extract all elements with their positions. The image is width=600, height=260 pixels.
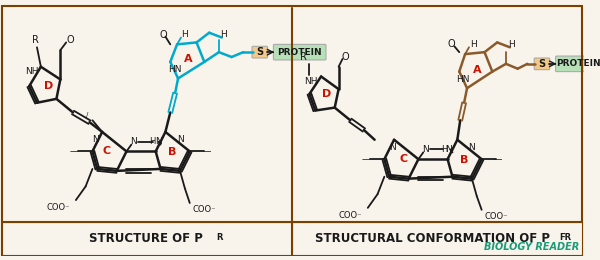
Text: H: H xyxy=(149,137,156,146)
Text: N: N xyxy=(130,137,137,146)
Bar xyxy=(292,223,582,255)
Text: N: N xyxy=(422,145,428,154)
Text: N: N xyxy=(445,145,452,154)
Text: B: B xyxy=(168,147,176,157)
Bar xyxy=(2,223,292,255)
Text: D: D xyxy=(322,89,332,99)
Text: —: — xyxy=(70,147,78,156)
Text: O: O xyxy=(66,35,74,45)
Text: COO⁻: COO⁻ xyxy=(47,203,70,212)
Text: H: H xyxy=(470,40,477,49)
Text: STRUCTURE OF P: STRUCTURE OF P xyxy=(89,231,203,244)
Text: C: C xyxy=(400,154,408,164)
Text: O: O xyxy=(448,39,455,49)
Text: —: — xyxy=(203,147,211,156)
Text: FR: FR xyxy=(559,233,572,242)
Text: S: S xyxy=(256,47,263,57)
Text: NH: NH xyxy=(25,67,39,76)
Text: R: R xyxy=(216,233,223,242)
Text: H: H xyxy=(508,40,515,49)
Text: BIOLOGY READER: BIOLOGY READER xyxy=(484,242,579,252)
Text: N: N xyxy=(155,137,162,146)
FancyBboxPatch shape xyxy=(556,56,600,72)
Text: O: O xyxy=(341,52,349,62)
Text: A: A xyxy=(184,54,192,64)
Text: H: H xyxy=(442,145,448,154)
Text: O: O xyxy=(160,30,167,40)
Text: PROTEIN: PROTEIN xyxy=(277,48,322,57)
Text: C: C xyxy=(103,146,111,157)
Text: N: N xyxy=(469,143,475,152)
FancyBboxPatch shape xyxy=(274,44,326,60)
Text: D: D xyxy=(44,81,53,91)
FancyBboxPatch shape xyxy=(252,46,268,58)
Text: A: A xyxy=(472,65,481,75)
Text: COO⁻: COO⁻ xyxy=(484,212,508,221)
Text: COO⁻: COO⁻ xyxy=(338,211,362,220)
Text: R: R xyxy=(300,52,307,62)
Text: B: B xyxy=(460,155,469,165)
Text: H: H xyxy=(220,30,227,39)
Text: R: R xyxy=(32,35,38,45)
Text: N: N xyxy=(176,135,184,144)
Text: PROTEIN: PROTEIN xyxy=(556,59,600,68)
Text: N: N xyxy=(389,143,395,152)
Text: /: / xyxy=(86,112,89,118)
Text: NH: NH xyxy=(305,77,318,86)
Text: HN: HN xyxy=(457,75,470,84)
FancyBboxPatch shape xyxy=(534,58,550,70)
Text: N: N xyxy=(92,135,99,144)
Text: —: — xyxy=(362,155,370,164)
Text: COO⁻: COO⁻ xyxy=(193,205,216,214)
Text: —: — xyxy=(494,155,502,164)
Text: H: H xyxy=(181,30,188,39)
Text: HN: HN xyxy=(169,65,182,74)
Text: STRUCTURAL CONFORMATION OF P: STRUCTURAL CONFORMATION OF P xyxy=(316,231,550,244)
Text: S: S xyxy=(538,59,545,69)
